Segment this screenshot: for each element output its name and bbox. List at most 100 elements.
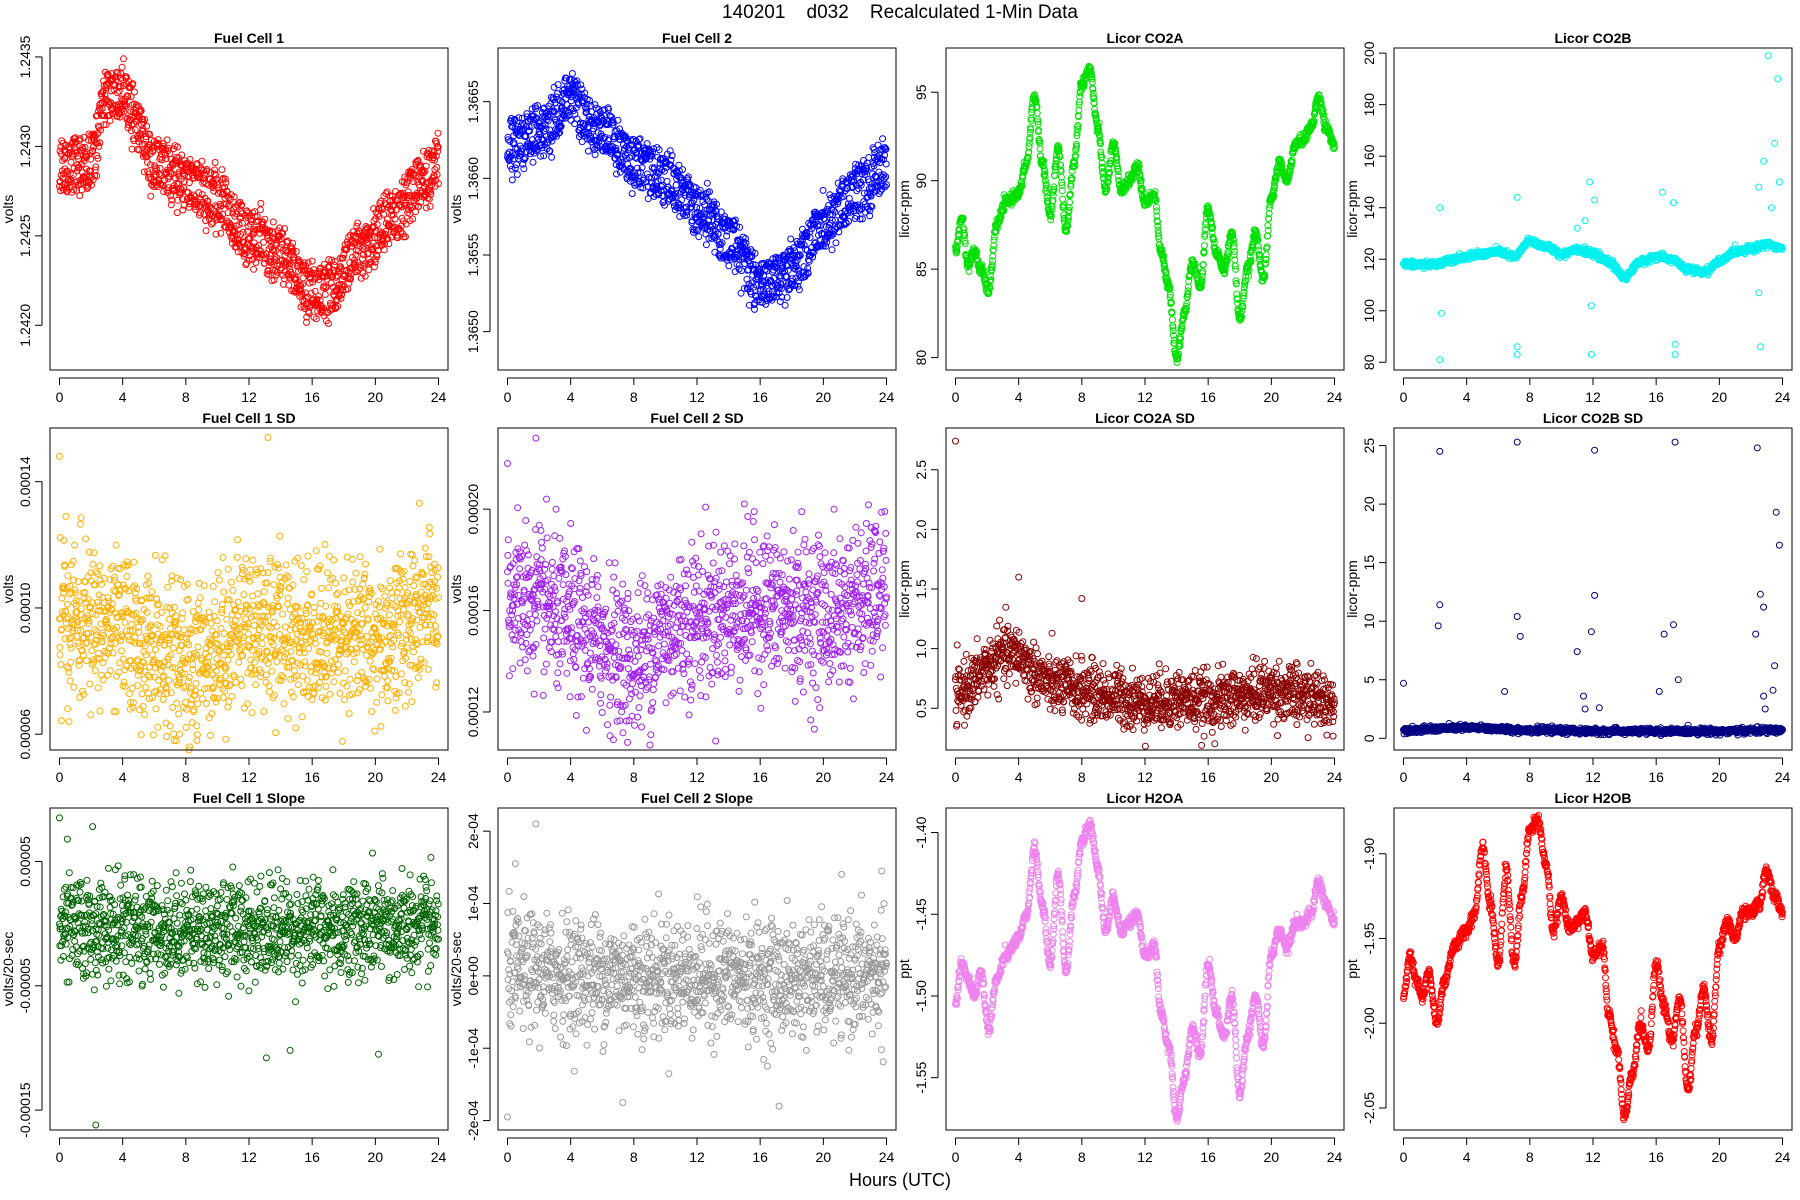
data-point [426,202,434,210]
data-point [180,178,188,185]
data-point [173,179,181,187]
data-point [548,153,556,161]
data-point [143,122,151,130]
data-point [1036,145,1044,153]
data-point [202,217,210,225]
data-point [160,188,168,196]
data-point [839,193,847,200]
data-point [147,192,155,200]
data-point [124,93,132,101]
data-point [122,73,130,81]
data-point [82,151,90,158]
data-point [136,105,144,113]
data-point [257,199,265,207]
data-point [102,121,110,129]
data-point [179,206,187,214]
x-tick-label: 4 [119,389,127,405]
data-point [185,179,193,187]
y-tick-label: 80 [913,350,929,366]
data-point [75,163,83,171]
y-axis-label: licor-ppm [896,180,912,238]
data-point [250,265,258,273]
data-point [122,102,130,110]
x-tick-label: 24 [431,389,447,405]
x-tick-label: 8 [630,389,638,405]
data-point [138,140,146,148]
data-points [56,55,442,327]
data-point [529,158,537,166]
data-point [568,70,576,77]
x-tick-label: 0 [504,389,512,405]
x-tick-label: 16 [752,389,768,405]
data-point [195,189,203,197]
data-point [167,192,175,200]
x-tick-label: 4 [567,389,575,405]
data-point [695,233,703,241]
data-point [162,155,170,163]
data-point [832,239,840,247]
data-point [1200,242,1208,250]
data-point [106,117,114,125]
data-point [70,186,77,194]
data-point [158,156,166,164]
data-point [136,108,144,116]
data-point [128,145,136,153]
data-point [573,115,581,123]
x-tick-label: 20 [816,389,832,405]
data-point [365,266,373,274]
data-point [211,159,219,166]
data-point [200,167,208,175]
data-point [69,171,77,179]
data-point [96,139,104,147]
x-tick-label: 20 [368,389,384,405]
y-tick-label: 1.2430 [17,125,33,168]
data-point [173,209,181,217]
data-point [1184,283,1192,291]
panel-title: Fuel Cell 2 [662,30,732,46]
data-point [67,158,75,166]
data-point [990,242,998,250]
data-point [133,101,140,109]
data-point [93,172,101,180]
data-point [137,131,145,139]
x-tick-label: 8 [182,389,190,405]
data-point [121,100,129,108]
data-point [177,185,185,193]
x-tick-label: 24 [1327,389,1343,405]
data-point [131,88,138,96]
data-point [513,171,521,178]
data-point [269,218,277,226]
data-point [80,174,88,182]
data-point [114,69,122,77]
data-points [1400,52,1786,364]
data-point [141,130,149,138]
data-point [97,126,104,134]
data-point [76,192,84,200]
data-point [95,142,103,150]
data-point [129,80,137,88]
x-tick-label: 16 [304,389,320,405]
data-point [192,161,200,169]
data-point [218,166,226,174]
data-point [112,76,120,84]
data-point [105,98,113,106]
data-point [781,301,789,309]
panel-title: Fuel Cell 1 [214,30,284,46]
x-tick-label: 20 [1264,389,1280,405]
data-point [93,139,101,147]
data-point [100,121,108,129]
data-point [149,148,157,155]
data-point [178,195,186,203]
data-point [513,161,520,169]
data-point [174,143,181,151]
data-point [62,168,70,176]
data-point [101,91,109,99]
x-tick-label: 0 [56,389,64,405]
data-point [1033,109,1041,117]
data-point [672,181,680,189]
x-tick-label: 24 [879,389,895,405]
x-tick-label: 4 [1015,389,1023,405]
